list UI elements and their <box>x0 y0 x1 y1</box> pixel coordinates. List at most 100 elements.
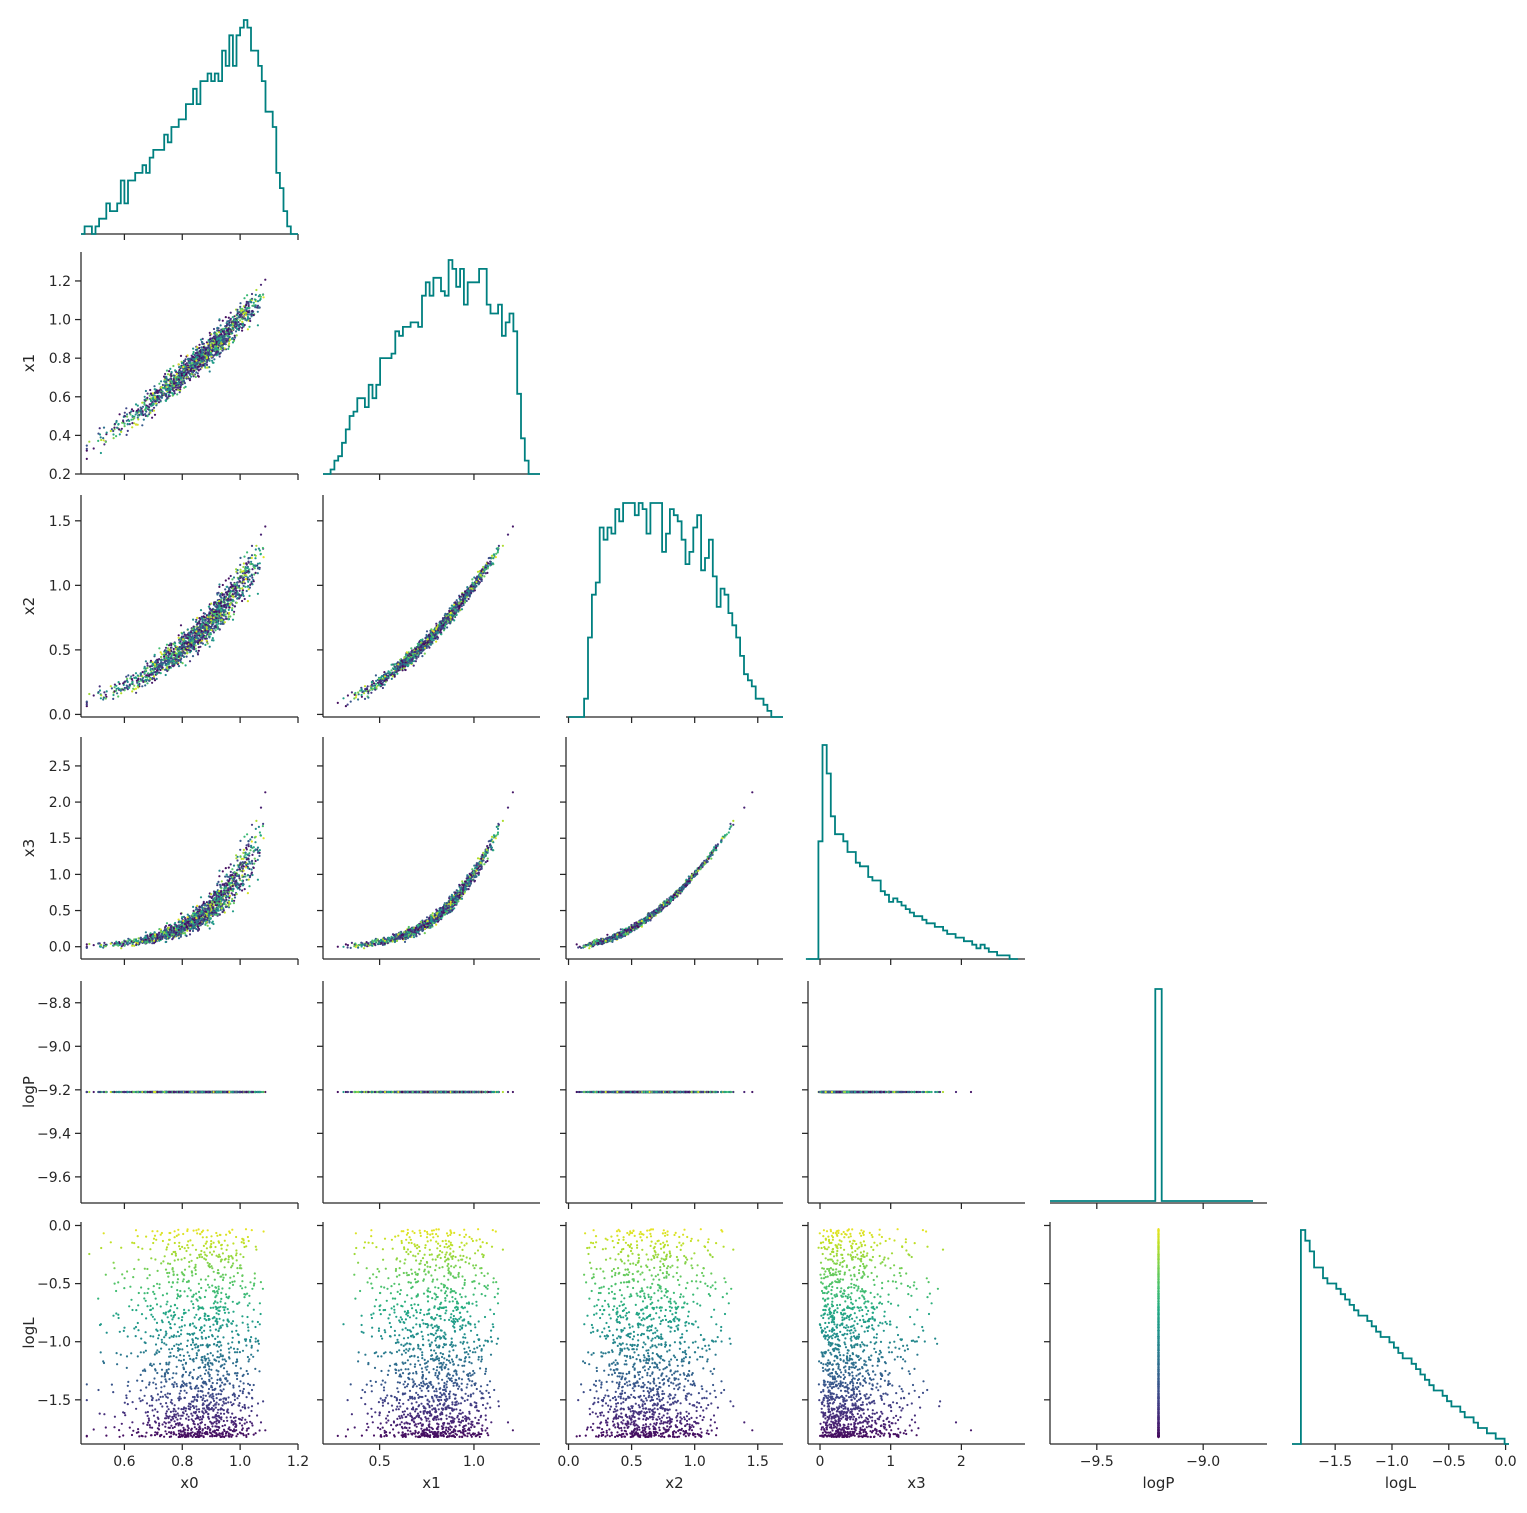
scatter-point <box>233 336 237 339</box>
scatter-point <box>374 688 377 691</box>
scatter-point <box>236 308 239 311</box>
scatter-point <box>165 369 169 372</box>
scatter-point <box>164 382 168 385</box>
scatter-point <box>415 657 418 660</box>
scatter-point <box>226 598 229 602</box>
scatter-point <box>239 568 242 571</box>
scatter-point <box>195 361 199 364</box>
scatter-point <box>246 328 249 331</box>
scatter-point <box>243 323 246 327</box>
scatter-point <box>195 348 198 351</box>
scatter-point <box>406 657 409 660</box>
scatter-point <box>170 371 173 374</box>
scatter-point <box>246 600 249 603</box>
scatter-point <box>180 654 183 657</box>
scatter-point <box>405 651 408 654</box>
scatter-point <box>216 326 219 329</box>
scatter-point <box>194 375 197 379</box>
scatter-point <box>192 625 195 628</box>
y-tick-label: 0.6 <box>49 390 71 406</box>
scatter-point <box>462 593 465 596</box>
scatter-point <box>156 391 159 394</box>
scatter-point <box>451 614 454 617</box>
scatter-point <box>226 593 229 596</box>
scatter-point <box>103 443 106 446</box>
scatter-point <box>122 688 125 691</box>
scatter-point <box>216 353 219 356</box>
scatter-point <box>149 392 153 395</box>
scatter-point <box>165 663 168 666</box>
scatter-point <box>223 613 226 617</box>
scatter-point <box>229 581 232 585</box>
scatter-point <box>491 562 494 565</box>
scatter-point <box>359 689 362 692</box>
scatter-point <box>254 304 257 307</box>
scatter-point <box>153 388 156 391</box>
histogram-x0 <box>81 19 298 235</box>
scatter-point <box>186 628 189 631</box>
scatter-point <box>141 685 144 688</box>
scatter-point <box>239 315 242 318</box>
scatter-point <box>185 377 188 380</box>
scatter-point <box>249 319 252 323</box>
scatter-point <box>439 629 442 632</box>
histogram-x1 <box>323 259 540 475</box>
scatter-point <box>206 633 209 636</box>
scatter-point <box>390 677 393 681</box>
scatter-point <box>169 388 173 391</box>
scatter-point <box>378 680 381 684</box>
scatter-point <box>118 688 121 691</box>
scatter-points <box>85 278 267 460</box>
scatter-point <box>211 353 214 356</box>
scatter-point <box>217 602 220 605</box>
scatter-point <box>202 346 205 349</box>
scatter-point <box>408 652 411 655</box>
scatter-point <box>453 619 456 622</box>
scatter-point <box>232 339 235 342</box>
scatter-point <box>470 591 473 595</box>
scatter-point <box>144 413 147 416</box>
scatter-point <box>419 641 423 644</box>
scatter-point <box>92 694 95 697</box>
scatter-point <box>195 630 198 633</box>
scatter-point <box>458 604 461 608</box>
scatter-point <box>130 675 133 678</box>
scatter-point <box>483 575 486 578</box>
scatter-point <box>225 606 228 609</box>
scatter-point <box>383 679 386 682</box>
scatter-point <box>163 380 166 383</box>
scatter-point <box>247 311 250 314</box>
scatter-point <box>206 349 210 352</box>
scatter-point <box>430 636 433 639</box>
scatter-point <box>228 603 232 606</box>
scatter-point <box>184 664 187 667</box>
scatter-point <box>438 625 441 628</box>
scatter-point <box>246 874 249 877</box>
scatter-point <box>250 556 253 560</box>
scatter-point <box>219 622 222 626</box>
scatter-point <box>264 525 267 528</box>
scatter-point <box>182 638 185 641</box>
scatter-point <box>152 675 156 678</box>
scatter-point <box>232 318 236 321</box>
scatter-point <box>218 611 221 614</box>
scatter-point <box>224 327 228 330</box>
scatter-point <box>201 623 204 626</box>
scatter-point <box>264 278 267 281</box>
scatter-point <box>204 635 207 639</box>
scatter-point <box>218 340 221 343</box>
scatter-point <box>168 924 171 927</box>
scatter-point <box>186 354 189 357</box>
scatter-point <box>442 629 446 632</box>
scatter-point <box>381 679 384 682</box>
scatter-point <box>182 359 186 362</box>
scatter-point <box>375 679 378 683</box>
scatter-point <box>237 327 241 330</box>
scatter-point <box>135 679 138 682</box>
scatter-point <box>183 373 186 376</box>
scatter-point <box>146 664 149 667</box>
scatter-point <box>217 607 220 610</box>
scatter-point <box>135 409 138 412</box>
scatter-point <box>194 634 197 637</box>
scatter-point <box>383 683 386 686</box>
